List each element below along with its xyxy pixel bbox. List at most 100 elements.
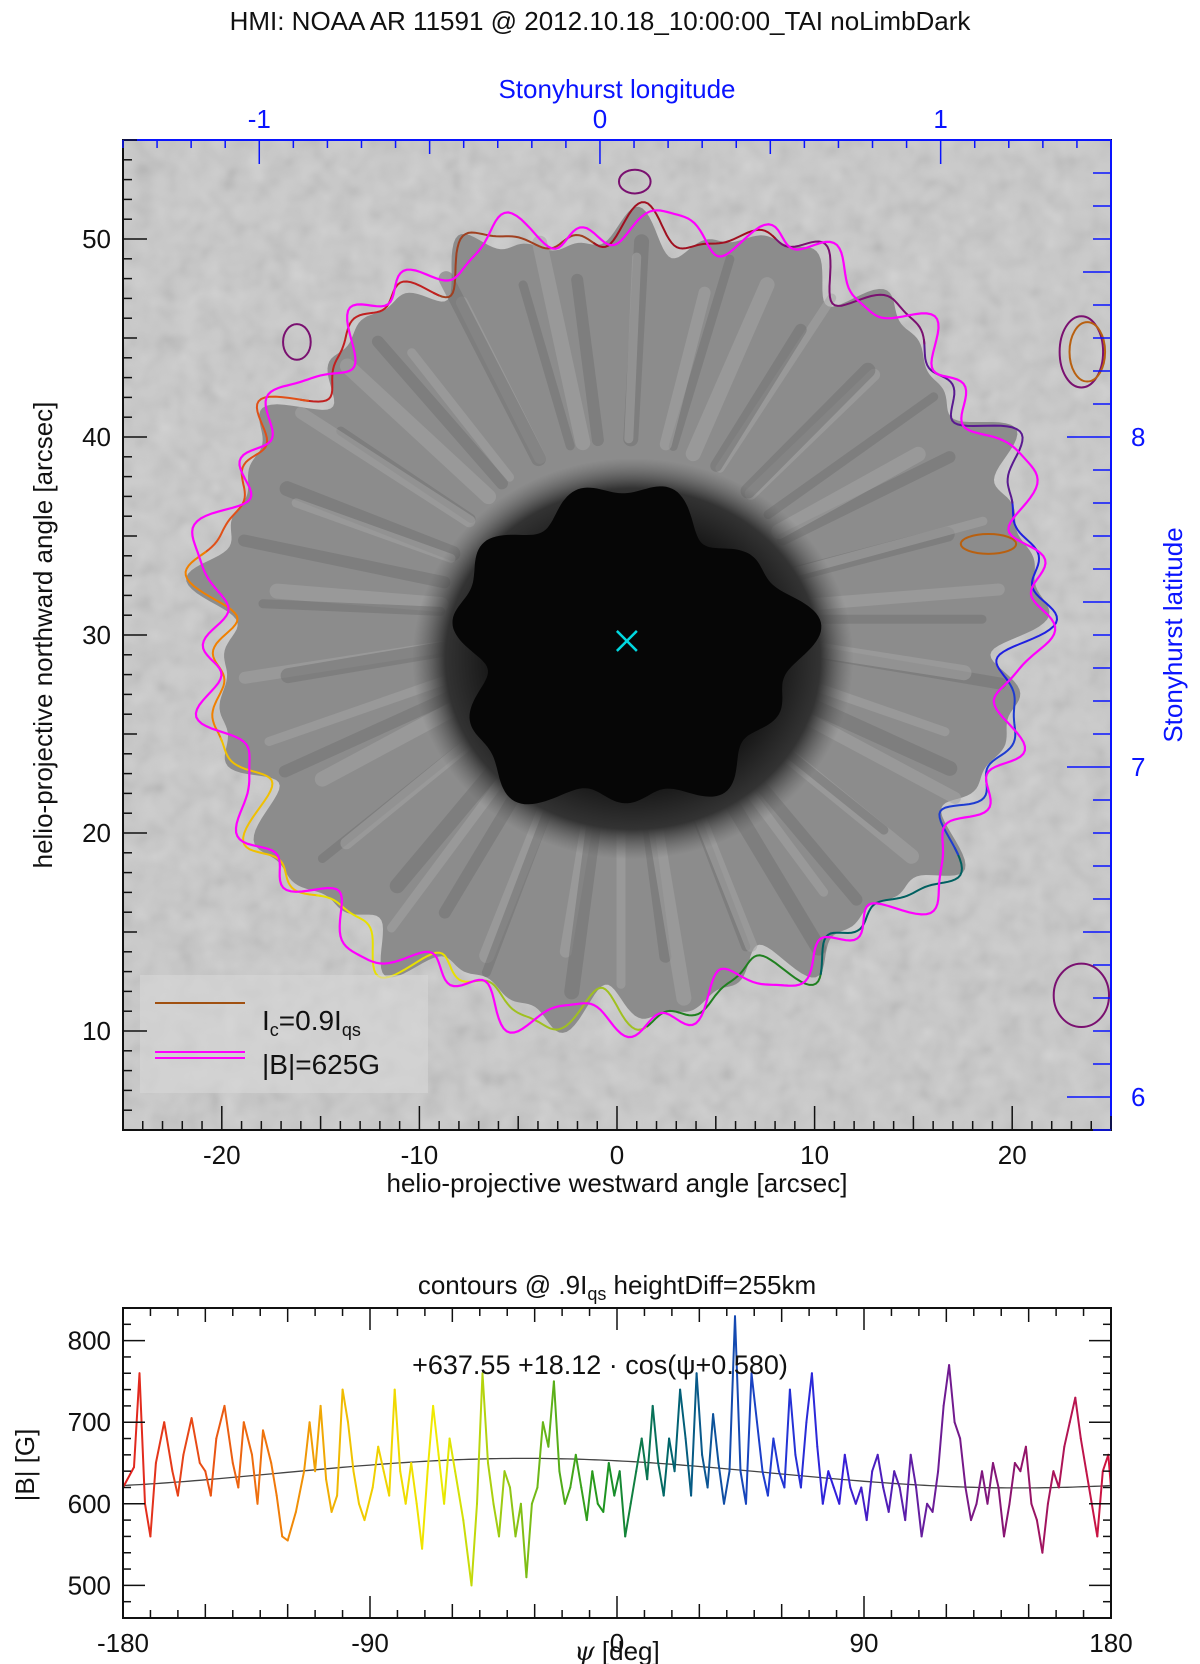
series-segment xyxy=(1030,1502,1038,1522)
series-segment xyxy=(415,1502,424,1550)
penumbral-filament xyxy=(776,451,956,546)
series-segment xyxy=(330,1494,339,1513)
series-segment xyxy=(838,1453,846,1505)
series-segment xyxy=(204,1470,212,1497)
series-segment xyxy=(750,1372,758,1424)
x-tick-label: -180 xyxy=(97,1628,149,1658)
series-segment xyxy=(997,1486,1005,1538)
series-segment xyxy=(986,1462,994,1505)
series-segment xyxy=(223,1404,234,1464)
series-segment xyxy=(618,1470,627,1538)
contour-blob xyxy=(959,533,1018,555)
series-segment xyxy=(887,1470,896,1513)
intensity-contour-segment xyxy=(645,954,823,1028)
series-segment xyxy=(843,1453,852,1489)
series-segment xyxy=(772,1437,780,1473)
series-segment xyxy=(1063,1421,1071,1448)
series-segment xyxy=(569,1453,577,1489)
series-segment xyxy=(1046,1470,1055,1505)
intensity-contour-segment xyxy=(316,894,479,983)
series-segment xyxy=(476,1372,484,1505)
series-segment xyxy=(358,1502,366,1522)
series-segment xyxy=(182,1417,193,1456)
series-segment xyxy=(937,1404,945,1473)
series-segment xyxy=(1019,1445,1027,1473)
series-segment xyxy=(352,1470,360,1505)
intensity-contour-segment xyxy=(300,280,440,403)
series-segment xyxy=(602,1462,610,1513)
penumbral-filament xyxy=(291,498,456,563)
legend-label-field: |B|=625G xyxy=(262,1049,380,1080)
series-segment xyxy=(629,1470,638,1505)
penumbral-filament xyxy=(624,252,642,444)
series-segment xyxy=(262,1429,273,1464)
series-segment xyxy=(138,1372,146,1505)
intensity-contour-segment xyxy=(184,550,239,742)
series-segment xyxy=(882,1486,890,1513)
series-segment xyxy=(1024,1445,1033,1505)
series-segment xyxy=(275,1494,284,1538)
series-segment xyxy=(596,1502,605,1513)
series-segment xyxy=(580,1486,588,1522)
series-segment xyxy=(547,1380,555,1448)
series-segment xyxy=(454,1470,465,1522)
series-segment xyxy=(410,1462,418,1505)
series-segment xyxy=(443,1437,451,1505)
center-marker xyxy=(615,630,638,652)
series-segment xyxy=(723,1470,731,1505)
series-segment xyxy=(163,1421,174,1473)
legend-entry-intensity: Ic=0.9Iqs xyxy=(155,1002,361,1040)
series-segment xyxy=(832,1486,841,1505)
series-segment xyxy=(237,1421,245,1489)
series-segment xyxy=(673,1388,682,1473)
series-segment xyxy=(256,1429,264,1505)
series-segment xyxy=(470,1502,478,1587)
legend-entry-field: |B|=625G xyxy=(155,1049,380,1080)
series-segment xyxy=(530,1486,539,1505)
series-segment xyxy=(1074,1396,1082,1440)
series-segment xyxy=(679,1388,687,1440)
series-segment xyxy=(909,1453,918,1489)
top-tick-label: 0 xyxy=(593,104,607,134)
penumbral-filament xyxy=(371,335,508,490)
series-segment xyxy=(662,1437,671,1497)
y-tick-label: 20 xyxy=(82,818,111,848)
legend: Ic=0.9Iqs |B|=625G xyxy=(140,975,428,1093)
y-tick-label: 50 xyxy=(82,224,111,254)
series-segment xyxy=(783,1388,791,1489)
bottom-axes: -180 -90 0 90 180 500 600 700 800 xyxy=(68,1307,1133,1658)
series-segment xyxy=(519,1502,528,1579)
penumbral-filament xyxy=(258,599,446,616)
series-segment xyxy=(981,1470,989,1505)
series-segment xyxy=(388,1388,396,1497)
series-segment xyxy=(706,1413,715,1489)
series-segment xyxy=(481,1372,489,1464)
series-segment xyxy=(1035,1519,1044,1554)
intensity-contour-segment xyxy=(592,201,777,250)
series-segment xyxy=(487,1462,495,1505)
x-tick-label: 10 xyxy=(800,1140,829,1170)
series-segment xyxy=(171,1470,179,1497)
series-segment xyxy=(509,1486,517,1538)
series-segment xyxy=(347,1421,355,1473)
y-tick-label: 600 xyxy=(68,1489,111,1519)
x-tick-label: 20 xyxy=(998,1140,1027,1170)
series-segment xyxy=(492,1502,500,1538)
series-segment xyxy=(503,1470,511,1489)
intensity-contour-segment xyxy=(938,677,1017,856)
series-segment xyxy=(1052,1470,1060,1489)
series-segment xyxy=(1013,1462,1022,1473)
series-segment xyxy=(1008,1462,1016,1505)
penumbral-filament xyxy=(740,362,876,499)
series-segment xyxy=(382,1470,391,1497)
series-segment xyxy=(657,1462,665,1497)
series-segment xyxy=(739,1470,747,1505)
legend-label-intensity: Ic=0.9Iqs xyxy=(262,1005,361,1040)
series-segment xyxy=(371,1445,380,1489)
series-segment xyxy=(827,1470,835,1489)
contour-blob xyxy=(1068,321,1107,383)
intensity-contour-segment xyxy=(819,847,963,975)
series-segment xyxy=(133,1372,141,1469)
